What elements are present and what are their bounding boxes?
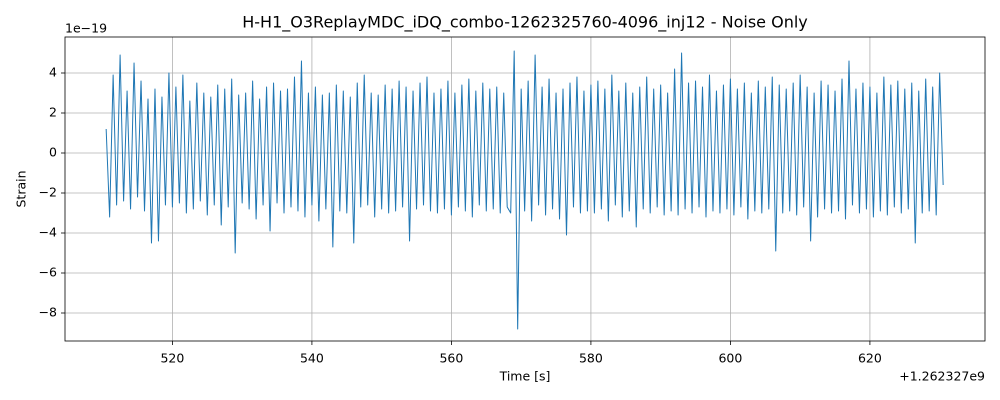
x-tick-label: 620 [858,351,882,366]
y-tick-label: −4 [39,225,57,240]
y-tick-label: −8 [39,305,57,320]
data-line [105,50,944,330]
x-tick-label: 540 [300,351,324,366]
y-tick-label: −6 [39,265,57,280]
x-axis-label: Time [s] [499,369,551,384]
y-tick-label: 2 [49,105,57,120]
x-tick-label: 580 [579,351,603,366]
chart-title: H-H1_O3ReplayMDC_iDQ_combo-1262325760-40… [242,13,808,33]
y-tick-label: 0 [49,145,57,160]
x-tick-label: 600 [718,351,742,366]
y-axis-label: Strain [14,170,29,207]
y-tick-label: −2 [39,185,57,200]
y-tick-label: 4 [49,65,57,80]
y-offset-label: 1e−19 [65,21,107,36]
x-tick-label: 560 [439,351,463,366]
x-tick-label: 520 [160,351,184,366]
x-offset-label: +1.262327e9 [899,369,985,384]
plot-frame [64,36,986,342]
